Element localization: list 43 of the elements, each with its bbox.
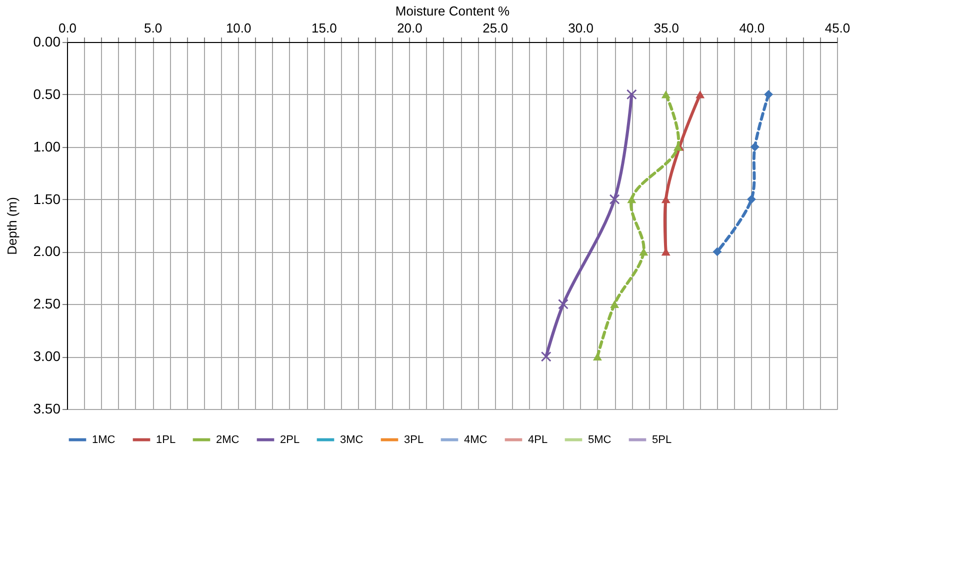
x-axis-title: Moisture Content % xyxy=(395,4,510,18)
point xyxy=(746,194,756,204)
x-tick-label: 40.0 xyxy=(739,20,765,36)
point xyxy=(540,351,552,362)
x-tick-label: 45.0 xyxy=(824,20,850,36)
point xyxy=(609,194,620,205)
x-tick-label: 30.0 xyxy=(568,20,594,36)
point xyxy=(712,247,722,256)
point xyxy=(661,90,670,98)
x-tick-label: 5.0 xyxy=(144,20,162,36)
x-tick-label: 15.0 xyxy=(312,20,337,36)
point xyxy=(764,90,774,99)
legend-label: 5PL xyxy=(652,434,672,446)
y-tick-label: 2.50 xyxy=(33,296,61,312)
x-tick-label: 35.0 xyxy=(654,20,680,36)
legend-label: 1MC xyxy=(92,434,116,446)
legend-label: 3MC xyxy=(340,434,364,446)
y-tick-label: 1.50 xyxy=(33,190,61,207)
point xyxy=(592,352,602,360)
y-tick-label: 3.50 xyxy=(33,400,61,416)
y-tick-label: 2.00 xyxy=(33,243,61,260)
legend-label: 5MC xyxy=(588,434,612,446)
legend-label: 4MC xyxy=(464,434,488,446)
point xyxy=(610,300,620,308)
legend-label: 2PL xyxy=(280,434,300,446)
y-tick-label: 0.50 xyxy=(33,86,61,102)
y-tick-label: 3.00 xyxy=(33,348,61,364)
point xyxy=(627,195,636,204)
legend-label: 3PL xyxy=(404,434,424,446)
y-axis-title: Depth (m) xyxy=(4,197,20,255)
y-tick-label: 0.00 xyxy=(33,34,61,50)
point xyxy=(558,298,568,310)
x-tick-label: 0.0 xyxy=(58,20,77,36)
x-tick-label: 20.0 xyxy=(397,20,422,36)
legend-label: 1PL xyxy=(156,434,176,446)
point xyxy=(750,142,760,152)
point xyxy=(626,89,637,100)
legend-label: 2MC xyxy=(216,434,240,446)
x-tick-label: 25.0 xyxy=(482,20,508,36)
y-tick-label: 1.00 xyxy=(33,138,61,154)
legend-label: 4PL xyxy=(528,434,548,446)
x-tick-label: 10.0 xyxy=(226,20,252,36)
point xyxy=(696,90,705,98)
